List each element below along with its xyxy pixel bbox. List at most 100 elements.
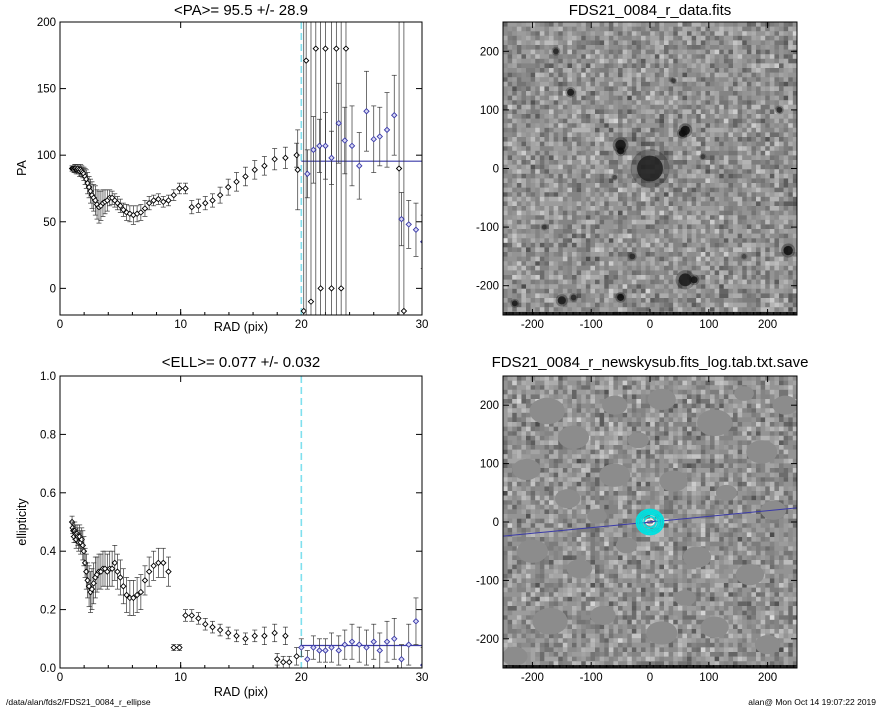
- data-point: [251, 166, 258, 174]
- data-point: [304, 656, 311, 663]
- mask-region: [512, 458, 541, 481]
- source: [552, 48, 559, 55]
- x-tick-label: -100: [580, 319, 603, 331]
- y-tick-label: 0.4: [40, 546, 57, 558]
- x-axis-label: RAD (pix): [214, 685, 268, 699]
- data-point: [150, 197, 157, 204]
- image-pixels: [503, 376, 797, 668]
- x-axis-label: RAD (pix): [214, 320, 268, 334]
- core-ring: [645, 518, 655, 526]
- noise-pixels: [503, 22, 797, 315]
- x-tick-label: 200: [758, 672, 777, 684]
- mask-region: [532, 608, 568, 635]
- data-point: [317, 285, 324, 292]
- chart-title: <ELL>= 0.077 +/- 0.032: [162, 354, 320, 371]
- y-tick-label: -100: [476, 222, 499, 234]
- mask-region: [646, 621, 678, 645]
- data-point: [233, 178, 240, 186]
- source: [617, 293, 625, 301]
- data-point: [261, 162, 268, 170]
- isophote-ring: [635, 508, 665, 536]
- data-point: [391, 635, 398, 643]
- y-axis-label: ellipticity: [15, 498, 29, 546]
- x-tick-label: 30: [416, 672, 429, 684]
- data-point: [442, 286, 447, 291]
- mask-region: [627, 432, 649, 449]
- data-point: [282, 154, 289, 162]
- data-point: [170, 644, 178, 651]
- data-point: [114, 568, 121, 575]
- data-point: [117, 574, 124, 581]
- y-tick-label: 0.2: [40, 605, 56, 617]
- data-point: [165, 197, 172, 204]
- data-point: [123, 591, 130, 599]
- mask-region: [772, 395, 797, 415]
- data-point: [233, 632, 240, 640]
- mask-region: [700, 616, 729, 638]
- y-tick-label: 1.0: [40, 371, 56, 383]
- data-point: [335, 119, 342, 127]
- mask-region: [697, 409, 733, 436]
- isophote-ring: [637, 510, 663, 534]
- x-tick-label: -200: [521, 672, 544, 684]
- data-point: [137, 588, 145, 596]
- data-point: [286, 658, 293, 666]
- isophote-ring: [639, 511, 661, 533]
- data-point: [400, 307, 408, 315]
- mask-region: [587, 508, 607, 524]
- data-point: [341, 641, 349, 648]
- data-point: [279, 658, 287, 666]
- data-point: [435, 660, 440, 665]
- data-point: [126, 210, 134, 218]
- data-point: [120, 206, 127, 214]
- y-tick-label: 150: [37, 84, 56, 96]
- y-axis-label: PA: [15, 159, 29, 175]
- y-tick-label: 0: [50, 283, 56, 295]
- mask-region: [566, 559, 593, 579]
- data-point: [348, 638, 356, 645]
- x-tick-label: 100: [699, 319, 718, 331]
- data-point: [370, 135, 377, 143]
- source: [741, 254, 747, 259]
- data-point: [294, 166, 301, 174]
- data-point: [202, 620, 209, 628]
- axis-ticks: 0 10 20 30 0.0 0.2 0.4 0.6 0.8 1.0: [40, 371, 428, 684]
- axis-ticks: 0 10 20 30 0 50 100 150 200: [37, 17, 429, 331]
- data-point: [261, 632, 268, 640]
- data-point: [182, 185, 189, 192]
- y-tick-label: -200: [476, 634, 499, 646]
- image-title: FDS21_0084_r_newskysub.fits_log.tab.txt.…: [492, 354, 809, 371]
- data-point: [195, 202, 202, 210]
- data-point: [182, 612, 189, 619]
- source: [541, 224, 547, 230]
- data-point: [188, 203, 196, 211]
- data-point: [370, 638, 377, 645]
- data-point: [322, 142, 329, 150]
- mask-region: [746, 440, 778, 464]
- y-tick-label: 100: [37, 150, 56, 162]
- image-pixels: [503, 22, 797, 315]
- source: [615, 139, 626, 151]
- y-tick-label: 100: [480, 105, 499, 117]
- footer-path: /data/alan/fds2/FDS21_0084_r_ellipse: [6, 697, 151, 707]
- noise-pixels: [503, 376, 797, 668]
- core-pa-line: [643, 520, 657, 524]
- mask-region: [647, 388, 676, 410]
- x-tick-label: -200: [521, 319, 544, 331]
- data-point: [412, 618, 420, 625]
- data-point: [312, 45, 320, 52]
- plot-frame: [59, 375, 423, 669]
- source: [637, 155, 663, 182]
- y-tick-label: 50: [43, 217, 56, 229]
- data-point: [428, 230, 433, 235]
- data-point: [216, 626, 224, 634]
- noise-pixels: [503, 376, 797, 668]
- source: [511, 300, 518, 307]
- data-point: [141, 577, 149, 584]
- x-tick-label: 20: [295, 672, 308, 684]
- data-point: [251, 632, 258, 640]
- data-point: [145, 568, 153, 575]
- x-tick-label: 10: [174, 319, 187, 331]
- source: [557, 296, 566, 305]
